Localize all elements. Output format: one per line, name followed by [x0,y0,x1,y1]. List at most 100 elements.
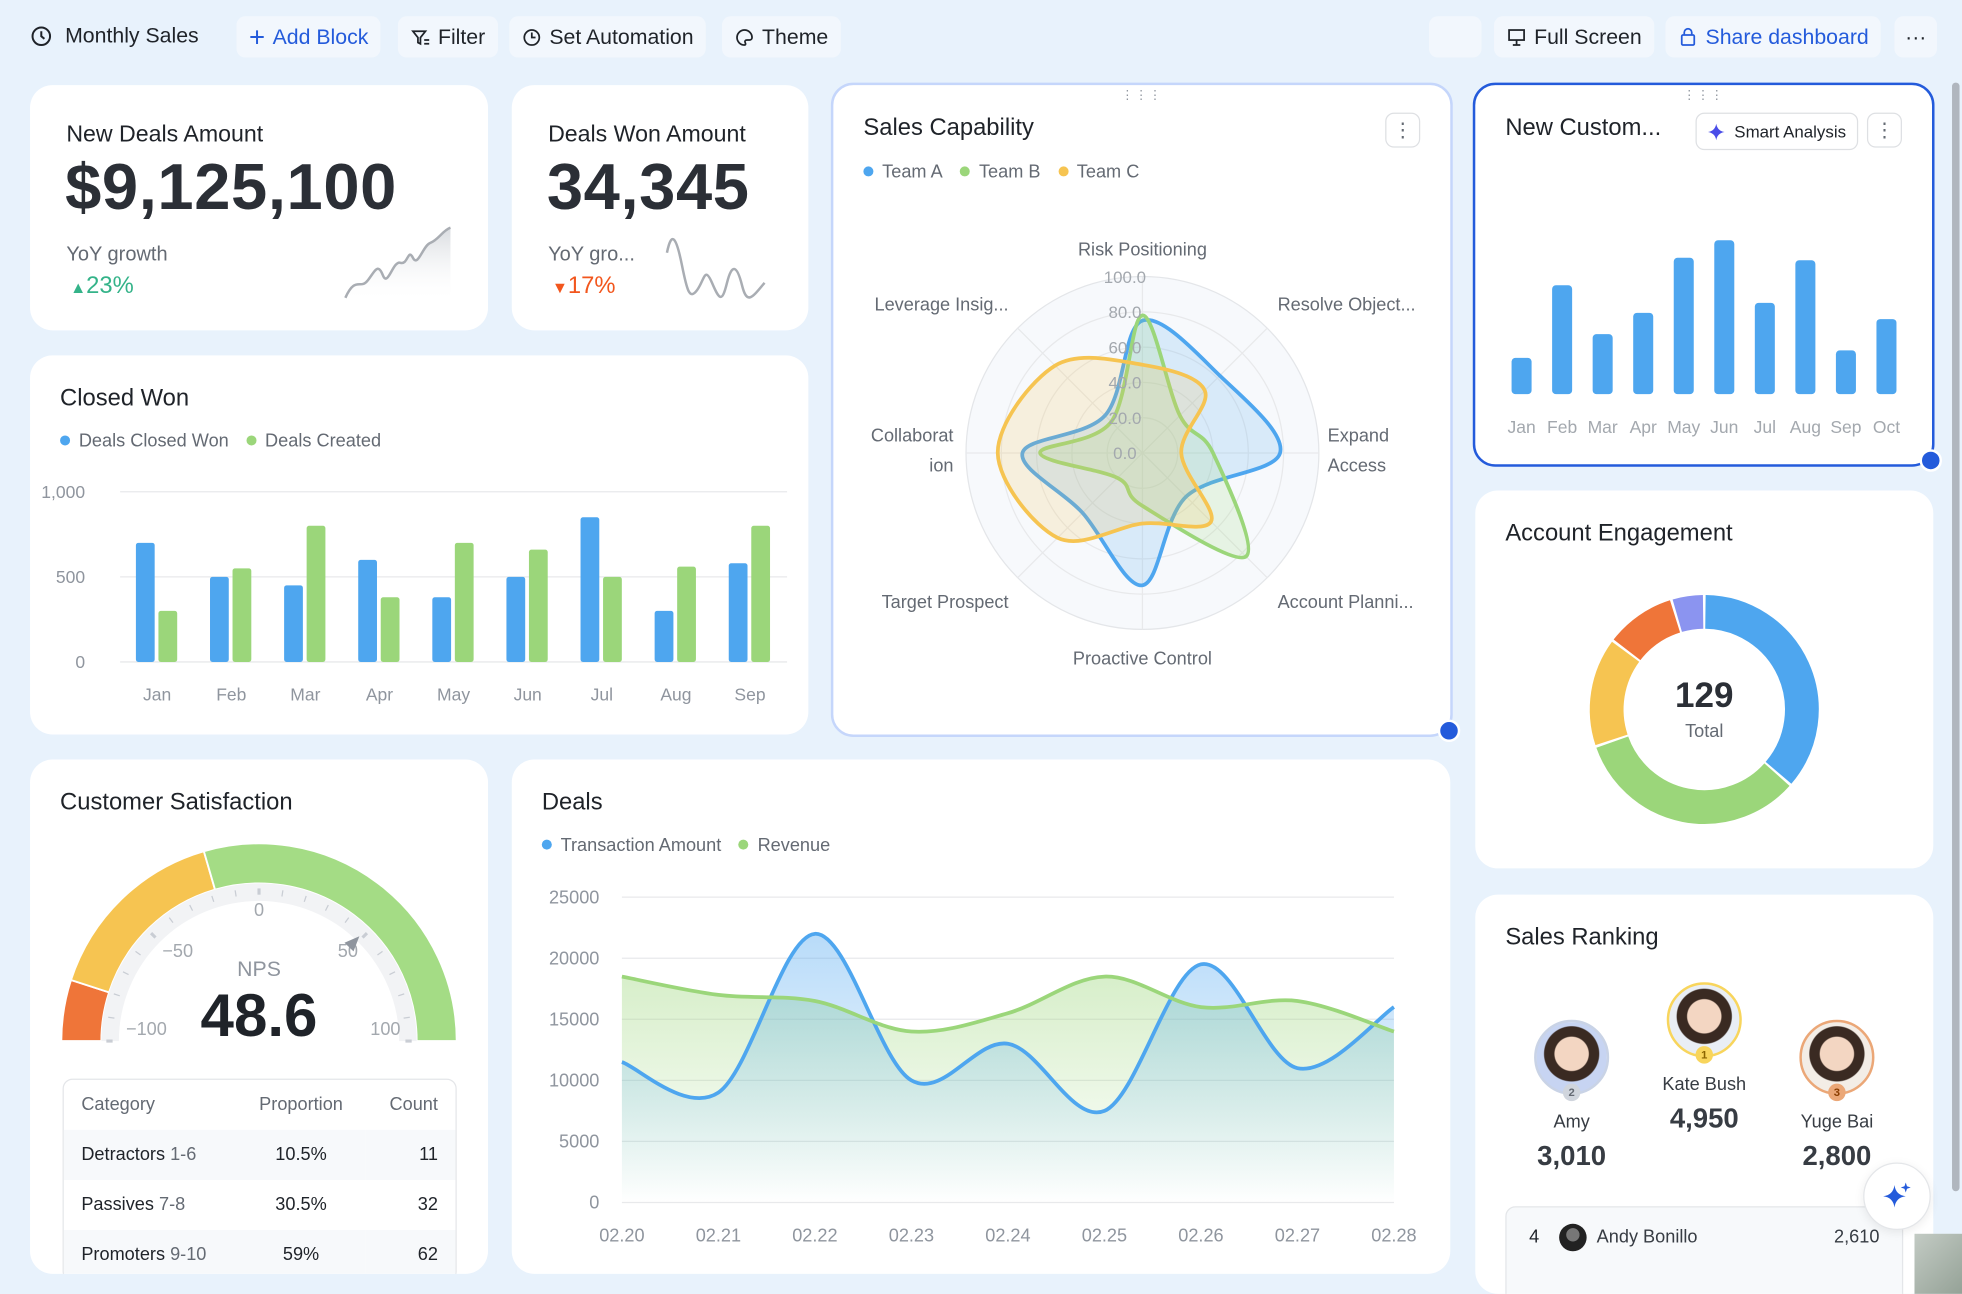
legend-dot [1058,166,1069,177]
list-item[interactable]: 4 Andy Bonillo 2,610 [1507,1208,1902,1268]
new-customers-card[interactable]: ⋮⋮⋮ New Custom... Smart Analysis ⋮ Jan Fe… [1472,82,1935,467]
palette-icon [736,28,753,46]
bar [1592,334,1613,395]
table-row[interactable]: Promoters 9-10 59% 62 [63,1230,456,1274]
gauge-tick [281,890,284,897]
table-row[interactable]: Passives 7-8 30.5% 32 [63,1179,456,1231]
podium-item[interactable]: 3 Yuge Bai 2,800 [1762,1019,1912,1173]
deals-won-card[interactable]: Deals Won Amount 34,345 YoY gro... ▼17% [511,85,809,331]
gauge-tick-label: −100 [126,1019,167,1039]
y-tick-label: 10000 [549,1071,599,1091]
gauge-tick [389,971,396,976]
podium-item[interactable]: 1 Kate Bush 4,950 [1629,982,1779,1135]
gauge-tick [168,917,174,924]
donut-total-value: 129 [1675,675,1734,715]
seller-value: 2,610 [1834,1227,1880,1248]
rank-number: 4 [1529,1227,1540,1248]
drag-handle-icon[interactable]: ⋮⋮⋮ [1121,88,1163,103]
y-tick-label: 15000 [549,1010,599,1030]
axis-label: Target Prospect [882,592,1009,612]
customer-satisfaction-card[interactable]: Customer Satisfaction −100 −50 0 50 100 NPS … [30,759,489,1274]
filter-button[interactable]: Filter [397,16,498,58]
x-tick-label: 02.24 [985,1225,1030,1245]
bar [454,542,474,662]
podium-item[interactable]: 2 Amy 3,010 [1497,1019,1647,1173]
deals-won-value: 34,345 [546,151,750,224]
tick-label: 500 [56,567,85,587]
filter-label: Filter [437,24,486,49]
sparkle-icon [1708,123,1725,140]
sales-capability-card[interactable]: ⋮⋮⋮ Sales Capability ⋮ Team A Team B Team … [830,82,1453,738]
smart-analysis-button[interactable]: Smart Analysis [1695,112,1859,151]
add-block-label: Add Block [272,24,369,49]
sales-ranking-card[interactable]: Sales Ranking 2 Amy 3,010 1 Kate Bush 4,9… [1475,894,1934,1294]
x-tick-label: 02.25 [1082,1225,1127,1245]
resize-handle[interactable] [1437,719,1461,743]
radar-series [1020,318,1283,588]
ai-assistant-button[interactable] [1863,1162,1931,1231]
legend-item[interactable]: Team B [960,163,1040,183]
resize-handle[interactable] [1919,449,1943,472]
growth-label: YoY gro... [548,244,635,266]
ranking-list: 4 Andy Bonillo 2,610 [1505,1206,1904,1294]
table-header: Category Proportion Count [64,1080,456,1130]
nps-value: 48.6 [200,983,318,1050]
column-header: Proportion [259,1094,343,1115]
x-tick-label: May [437,685,470,705]
column-header: Count [389,1094,438,1115]
gauge-tick [324,904,329,911]
bar [306,525,326,662]
legend-item[interactable]: Deals Closed Won [60,432,229,452]
account-engagement-card[interactable]: Account Engagement 129 Total [1475,490,1934,869]
bar [677,566,696,662]
legend-item[interactable]: Team C [1058,163,1139,183]
full-screen-button[interactable]: Full Screen [1494,16,1655,58]
kebab-icon: ⋮ [1874,120,1895,142]
card-menu-button[interactable]: ⋮ [1866,112,1902,148]
legend-dot [863,166,874,177]
lock-icon [1680,27,1696,46]
x-tick-label: May [1667,417,1700,437]
closed-won-card[interactable]: Closed Won Deals Closed Won Deals Created… [30,355,809,735]
x-tick-label: Feb [1547,417,1577,437]
legend-item[interactable]: Team A [863,162,943,183]
card-menu-button[interactable]: ⋮ [1385,112,1421,148]
legend-item[interactable]: Revenue [738,835,831,856]
add-block-button[interactable]: + Add Block [236,16,381,58]
legend-label: Team A [882,162,943,183]
card-title: Deals [541,789,603,816]
share-dashboard-button[interactable]: Share dashboard [1665,16,1882,58]
avatar: 3 [1799,1019,1875,1102]
bar [284,585,303,662]
x-tick-label: Mar [290,685,320,705]
thumbnail-image [1914,1233,1962,1294]
legend-label: Transaction Amount [560,835,722,856]
more-icon: ··· [1905,24,1927,49]
proportion-cell: 30.5% [275,1194,327,1216]
theme-button[interactable]: Theme [722,16,841,58]
axis-label: Leverage Insig... [875,294,1009,314]
table-row[interactable]: Detractors 1-6 10.5% 11 [63,1129,456,1180]
set-automation-button[interactable]: Set Automation [509,16,707,58]
legend-item[interactable]: Transaction Amount [541,835,722,856]
card-title: Account Engagement [1505,520,1733,547]
scrollbar[interactable] [1952,82,1960,1192]
bar [751,525,771,662]
deals-card[interactable]: Deals Transaction Amount Revenue 0 5000 100… [511,759,1451,1274]
more-button[interactable]: ··· [1894,16,1938,58]
new-deals-card[interactable]: New Deals Amount $9,125,100 YoY growth ▲… [30,85,489,331]
column-header: Category [81,1094,155,1115]
drag-handle-icon[interactable]: ⋮⋮⋮ [1682,88,1725,103]
nps-table: Category Proportion Count Detractors 1-6… [62,1078,457,1274]
bar [1795,260,1816,395]
x-tick-label: Sep [1830,417,1861,437]
legend-label: Revenue [757,835,831,856]
donut-chart [1589,595,1819,824]
series-line [621,931,1396,1115]
gauge-tick [189,904,194,911]
gauge-tick [135,950,141,956]
theme-label: Theme [762,24,829,49]
legend-item[interactable]: Deals Created [246,432,381,452]
gauge-tick [122,971,129,976]
